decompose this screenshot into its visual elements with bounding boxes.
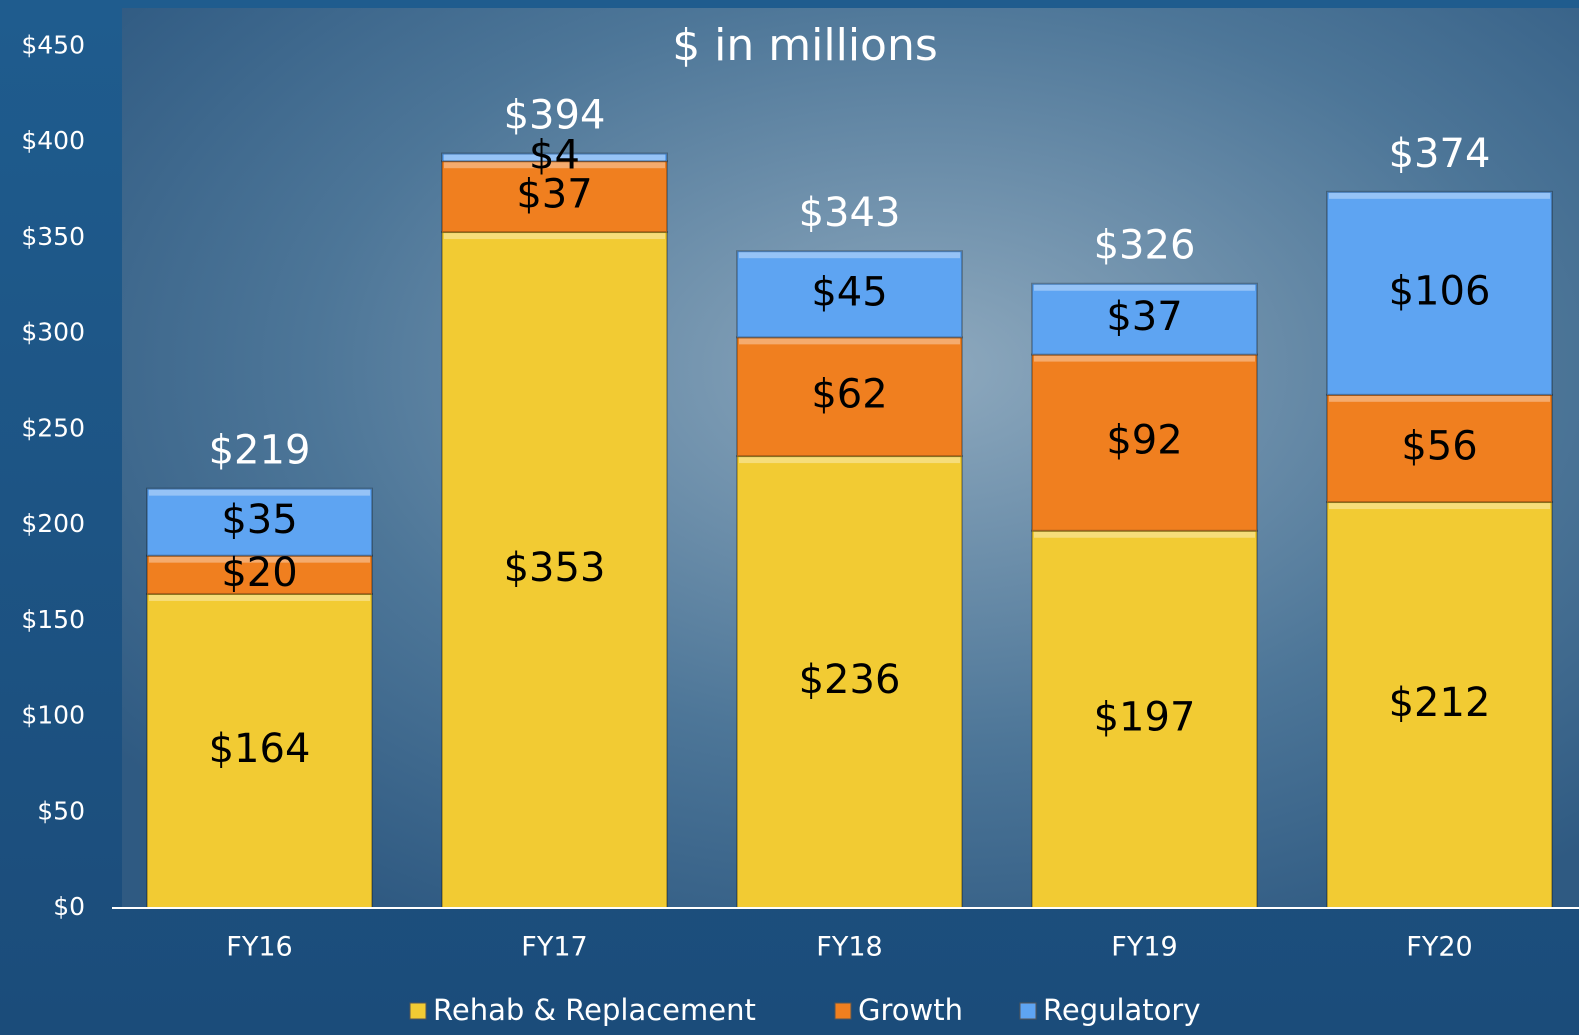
bar-segment [146, 554, 373, 595]
bar-segment [1326, 190, 1553, 396]
bar-segment [441, 231, 668, 910]
bar-highlight [739, 338, 960, 345]
bar-highlight [149, 556, 370, 563]
x-tick-label: FY17 [521, 932, 587, 963]
x-tick-label: FY19 [1111, 932, 1177, 963]
data-label: $197 [1094, 694, 1196, 740]
data-label: $164 [209, 726, 311, 772]
total-label: $219 [209, 428, 311, 474]
bar-segment [441, 152, 668, 163]
data-label: $35 [221, 497, 297, 543]
bar-segment [736, 455, 963, 909]
bar-segment [736, 336, 963, 458]
y-tick-label: $350 [21, 222, 85, 251]
bar-highlight [1329, 192, 1550, 199]
bar-segment [441, 160, 668, 234]
bar-highlight [149, 594, 370, 601]
data-label: $37 [1106, 294, 1182, 340]
subtitle: $ in millions [672, 20, 938, 71]
legend-label: Growth [858, 993, 963, 1027]
x-tick-label: FY18 [816, 932, 882, 963]
y-tick-label: $450 [21, 30, 85, 59]
y-tick-label: $200 [21, 509, 85, 538]
data-label: $45 [811, 269, 887, 315]
y-tick-label: $100 [21, 701, 85, 730]
data-label: $62 [811, 372, 887, 418]
data-label: $56 [1401, 423, 1477, 469]
bar-highlight [739, 457, 960, 464]
bar-highlight [149, 489, 370, 496]
total-label: $326 [1094, 223, 1196, 269]
legend-marker [409, 1002, 427, 1020]
bar-segment [146, 487, 373, 557]
bar-highlight [1034, 531, 1255, 538]
data-label: $212 [1389, 680, 1491, 726]
bar-highlight [1329, 395, 1550, 402]
y-tick-label: $400 [21, 126, 85, 155]
data-label: $4 [529, 132, 580, 178]
bar-highlight [1329, 503, 1550, 510]
bar-highlight [739, 252, 960, 259]
bar-highlight [444, 154, 665, 161]
legend-marker [1019, 1002, 1037, 1020]
data-label: $106 [1389, 268, 1491, 314]
y-tick-label: $300 [21, 318, 85, 347]
x-tick-label: FY20 [1406, 932, 1472, 963]
data-label: $37 [516, 172, 592, 218]
y-tick-label: $250 [21, 413, 85, 442]
bar-segment [1326, 393, 1553, 504]
bar-highlight [444, 162, 665, 169]
data-label: $236 [799, 657, 901, 703]
x-tick-label: FY16 [226, 932, 292, 963]
bar-highlight [1034, 284, 1255, 291]
legend-label: Regulatory [1043, 993, 1201, 1027]
bar-segment [1031, 529, 1258, 909]
y-tick-label: $150 [21, 605, 85, 634]
bar-segment [736, 250, 963, 339]
legend-label: Rehab & Replacement [433, 993, 756, 1027]
y-tick-label: $50 [37, 796, 85, 825]
bar-segment [1031, 282, 1258, 356]
data-label: $92 [1106, 418, 1182, 464]
total-label: $343 [799, 190, 901, 236]
bar-highlight [444, 233, 665, 240]
total-label: $394 [504, 93, 606, 139]
legend-marker [834, 1002, 852, 1020]
y-tick-label: $0 [53, 892, 85, 921]
bar-segment [1031, 353, 1258, 532]
total-label: $374 [1389, 131, 1491, 177]
bar-highlight [1034, 355, 1255, 362]
data-label: $20 [221, 550, 297, 596]
data-label: $353 [504, 545, 606, 591]
